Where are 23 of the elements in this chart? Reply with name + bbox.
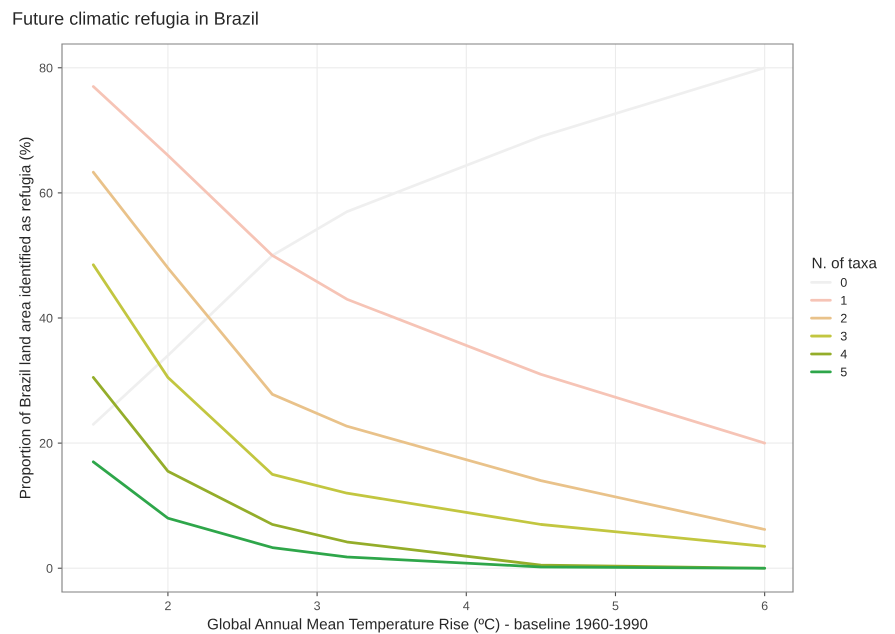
line-series <box>92 460 766 570</box>
y-axis-title: Proportion of Brazil land area identified as refugia (%) <box>19 138 34 498</box>
x-tick-label: 2 <box>165 601 171 610</box>
x-tick-label: 3 <box>314 601 320 610</box>
legend-label: 4 <box>840 350 847 358</box>
legend-label: 0 <box>840 278 847 287</box>
chart-title: Future climatic refugia in Brazil <box>13 12 258 28</box>
x-axis-title: Global Annual Mean Temperature Rise (ºC) - baseline 1960-1990 <box>208 618 648 632</box>
legend-label: 2 <box>840 314 847 323</box>
line-series <box>92 170 766 531</box>
y-tick-label: 0 <box>46 564 52 573</box>
legend-label: 5 <box>840 368 847 376</box>
legend-label: 3 <box>840 332 847 341</box>
y-tick-label: 20 <box>40 438 52 448</box>
x-tick-label: 6 <box>762 601 768 610</box>
y-tick-label: 60 <box>40 188 52 198</box>
x-tick-label: 4 <box>463 601 470 610</box>
y-tick-label: 80 <box>40 64 52 72</box>
legend-title: N. of taxa <box>812 257 877 268</box>
x-tick-label: 5 <box>612 601 618 610</box>
legend-label: 1 <box>841 296 847 305</box>
line-series <box>92 263 766 548</box>
y-tick-label: 40 <box>39 314 52 323</box>
